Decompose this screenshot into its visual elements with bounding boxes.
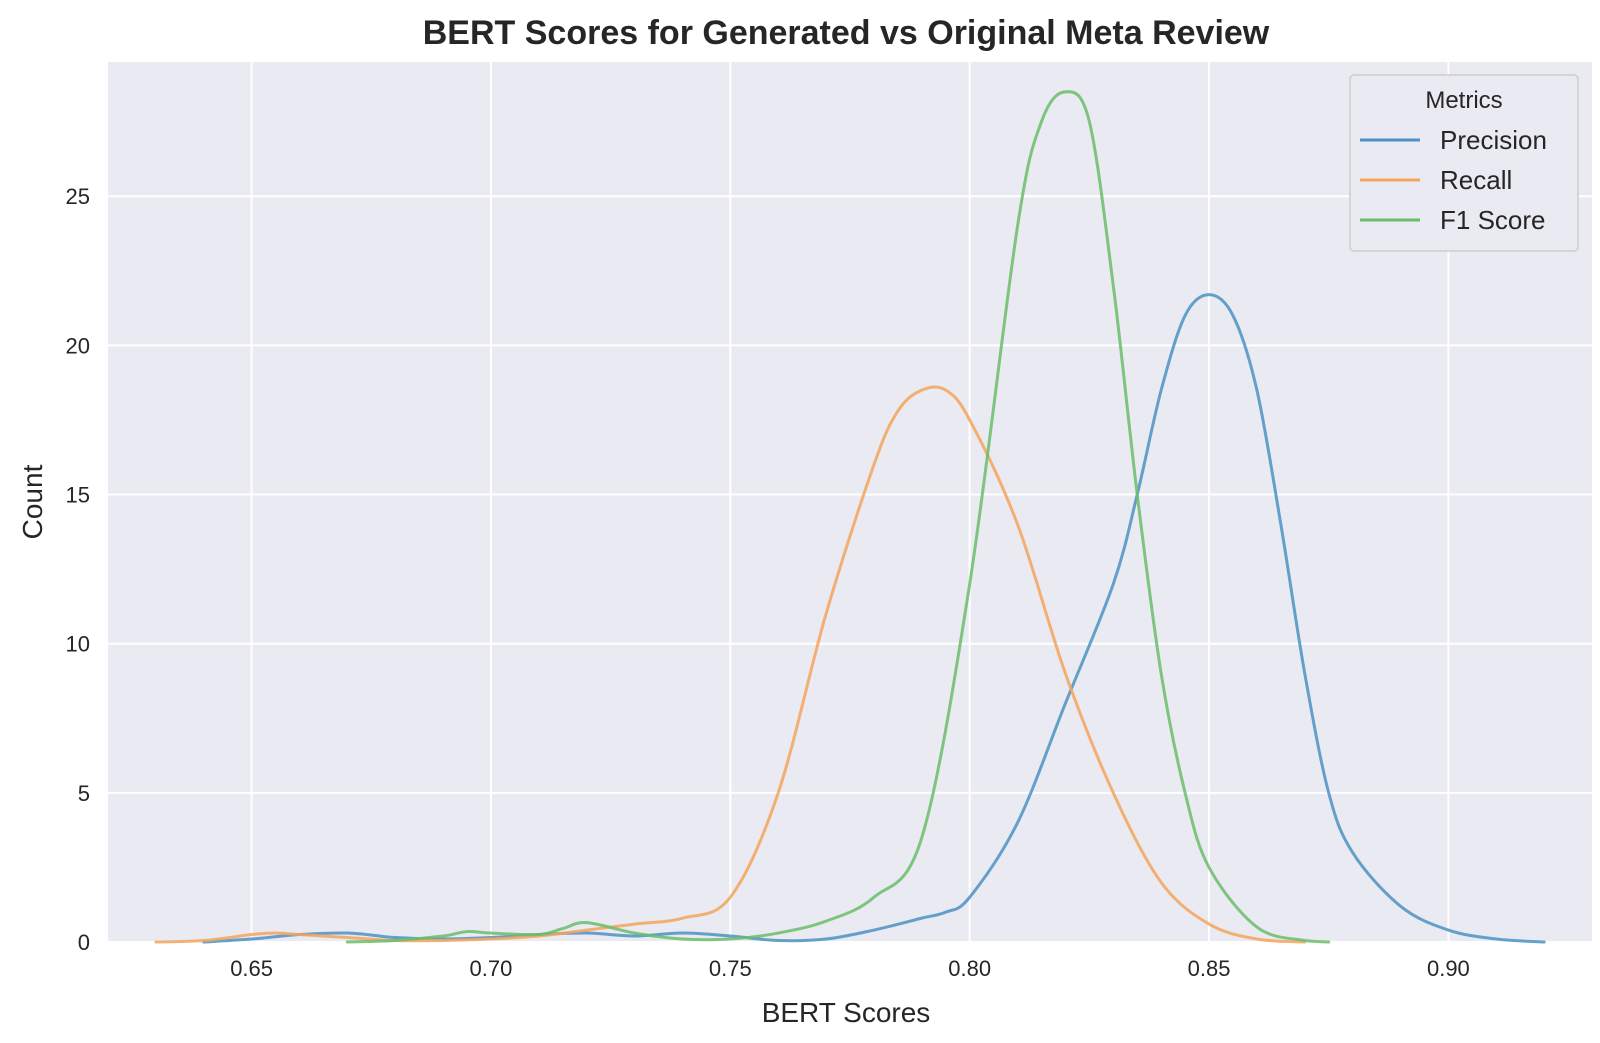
- legend-label: Recall: [1440, 165, 1512, 195]
- legend: Metrics Precision Recall F1 Score: [1349, 74, 1579, 252]
- chart-title: BERT Scores for Generated vs Original Me…: [423, 14, 1270, 52]
- series-line-f1-score: [345, 90, 1331, 944]
- y-tick-label: 20: [66, 333, 90, 358]
- legend-item-precision: Precision: [1360, 125, 1547, 155]
- legend-label: Precision: [1440, 125, 1547, 155]
- series-layer: [154, 90, 1546, 944]
- series-line-precision: [202, 293, 1546, 944]
- y-tick-label: 10: [66, 632, 90, 657]
- y-tick-labels: 0 5 10 15 20 25: [66, 184, 90, 955]
- y-axis-label: Count: [17, 464, 48, 539]
- legend-item-recall: Recall: [1360, 165, 1512, 195]
- x-tick-label: 0.65: [230, 956, 273, 981]
- y-tick-label: 5: [78, 781, 90, 806]
- x-tick-labels: 0.65 0.70 0.75 0.80 0.85 0.90: [230, 956, 1470, 981]
- legend-box: [1349, 74, 1579, 252]
- legend-title: Metrics: [1425, 87, 1502, 114]
- y-tick-label: 0: [78, 930, 90, 955]
- x-tick-label: 0.80: [948, 956, 991, 981]
- x-tick-label: 0.85: [1188, 956, 1231, 981]
- x-tick-label: 0.70: [470, 956, 513, 981]
- legend-items: Precision Recall F1 Score: [1360, 125, 1547, 235]
- grid-lines: [108, 62, 1592, 943]
- legend-item-f1-score: F1 Score: [1360, 205, 1546, 235]
- x-tick-label: 0.90: [1427, 956, 1470, 981]
- plot-area: [108, 62, 1592, 942]
- y-tick-label: 15: [66, 483, 90, 508]
- y-tick-label: 25: [66, 184, 90, 209]
- series-line-recall: [154, 385, 1307, 944]
- x-tick-label: 0.75: [709, 956, 752, 981]
- legend-label: F1 Score: [1440, 205, 1546, 235]
- x-axis-label: BERT Scores: [762, 997, 931, 1028]
